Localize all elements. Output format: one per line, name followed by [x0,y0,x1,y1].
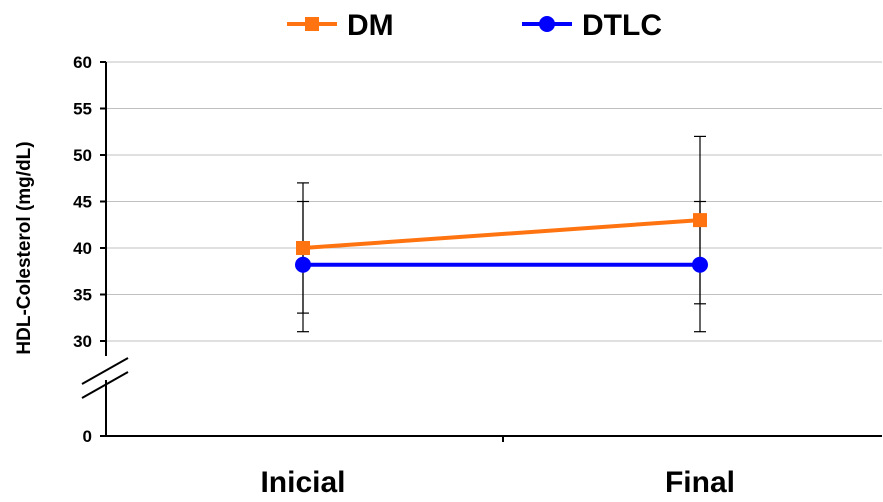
grid-layer [106,61,882,342]
series-line-dm [302,218,701,250]
legend-label: DM [347,9,394,42]
y-axis-title: HDL-Colesterol (mg/dL) [14,141,35,354]
legend-label: DTLC [582,9,662,42]
axis-layer [81,61,882,442]
y-tick-label: 35 [73,286,92,305]
label-layer: HDL-Colesterol (mg/dL) 0 30 35 40 45 50 55 60 In… [14,53,735,499]
y-tick-label: 50 [73,146,92,165]
y-tick-label: 30 [73,332,92,351]
y-tick-label: 60 [73,53,92,72]
data-point-dtlc [295,256,311,273]
axis-break-mark [81,371,129,399]
data-point-dm [296,241,310,255]
legend: DM DTLC [287,9,662,42]
axis-break-mark [81,357,129,385]
y-tick-label: 55 [73,100,92,119]
x-category-label: Final [665,466,735,497]
legend-marker [305,17,319,31]
legend-marker [539,16,555,32]
series-layer [295,213,708,273]
y-tick-label: 45 [73,193,92,212]
data-point-dtlc [692,256,708,273]
x-category-label: Inicial [260,466,345,497]
y-tick-label: 40 [73,239,92,258]
y-tick-label: 0 [83,427,92,446]
data-point-dm [693,213,707,228]
